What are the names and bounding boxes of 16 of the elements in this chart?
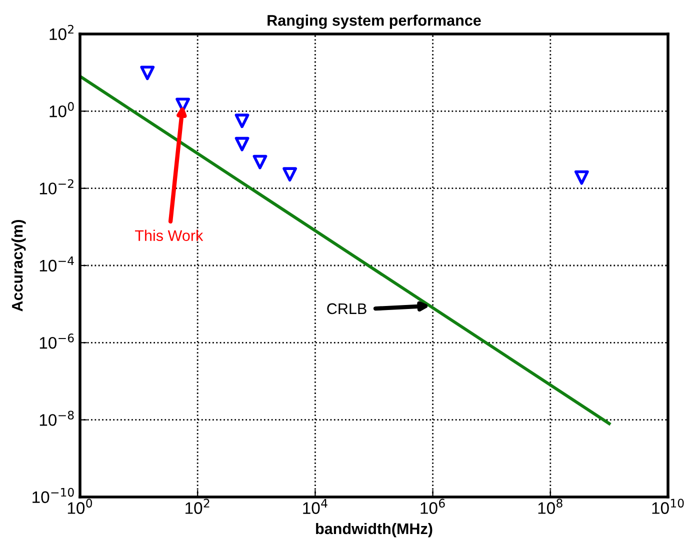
x-axis-title: bandwidth(MHz) [316, 522, 432, 538]
x-tick-label: 10$^{2}$ [186, 498, 210, 514]
x-tick-label: 10$^{8}$ [538, 498, 562, 514]
x-tick-label: 10$^{4}$ [303, 498, 328, 514]
y-tick-label: 10$^{−4}$ [40, 256, 74, 272]
x-tick-label: 10$^{6}$ [420, 498, 445, 514]
y-axis-title: Accuracy(m) [12, 220, 26, 312]
annotation: This Work [135, 230, 204, 241]
x-tick-label: 10$^{10}$ [652, 498, 684, 514]
y-tick-label: 10$^{−6}$ [40, 334, 74, 349]
y-tick-label: 10$^{2}$ [50, 24, 74, 40]
annotation: CRLB [327, 303, 366, 314]
chart-title: Ranging system performance [268, 14, 481, 29]
y-tick-label: 10$^{−2}$ [40, 179, 74, 194]
y-tick-label: 10$^{−8}$ [40, 410, 74, 426]
y-tick-label: 10$^{0}$ [50, 102, 74, 118]
